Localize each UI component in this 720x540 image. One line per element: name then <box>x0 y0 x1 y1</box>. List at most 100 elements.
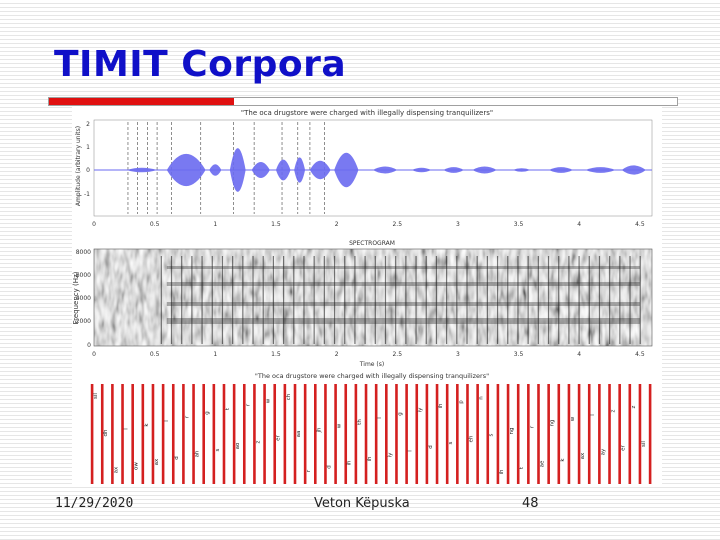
phone-label: th <box>357 419 363 425</box>
spectrogram-striation <box>578 256 580 344</box>
spectrogram-striation <box>323 256 325 344</box>
phone-label: ih <box>347 460 353 466</box>
phone-label: w <box>266 398 272 403</box>
phone-boundary-bar <box>486 384 490 484</box>
spectrogram-striation <box>242 256 244 344</box>
phone-label: l <box>408 450 414 452</box>
spectrogram-ylabel: Frequency (Hz) <box>72 271 80 324</box>
spectrogram-striation <box>211 256 213 344</box>
timit-figure: "The oca drugstore were charged with ill… <box>72 106 662 486</box>
phone-boundary-bar <box>314 384 317 484</box>
spectrogram-striation <box>588 256 590 344</box>
phone-boundary-bar <box>364 384 368 484</box>
slide-title: TIMIT Corpora <box>54 44 347 85</box>
spectrogram-striation <box>507 256 509 344</box>
phone-boundary-bar <box>395 384 398 484</box>
waveform-xtick-label: 3.5 <box>514 221 524 228</box>
phone-label: ng <box>509 428 515 435</box>
spectrogram-ytick-label: 4000 <box>76 295 91 302</box>
waveform-caption: "The oca drugstore were charged with ill… <box>241 109 493 117</box>
phone-label: p <box>458 400 464 404</box>
spectrogram-title: SPECTROGRAM <box>349 240 395 247</box>
phone-boundary-bar <box>344 384 348 484</box>
phone-label: iy <box>387 452 393 458</box>
spectrogram-striation <box>282 256 285 344</box>
spectrogram-striation <box>568 256 570 344</box>
title-underline-accent <box>49 98 234 105</box>
spectrogram-ytick-label: 8000 <box>76 249 91 256</box>
spectrogram-striation <box>272 256 275 344</box>
waveform-xtick-label: 0.5 <box>150 221 160 228</box>
phone-boundary-bar <box>638 384 642 484</box>
phone-label: ow <box>134 462 140 470</box>
footer-author: Veton Këpuska <box>314 496 410 511</box>
phone-label: ay <box>600 448 606 455</box>
spectrogram-striation <box>456 256 458 344</box>
spectrogram-formant-band <box>166 318 640 324</box>
spectrogram-formant-band <box>166 302 640 306</box>
spectrogram-striation <box>374 256 376 344</box>
spectrogram-frame <box>93 248 653 347</box>
phone-boundary-bar <box>293 384 297 484</box>
phone-label: eh <box>468 435 474 442</box>
phone-boundary-bar <box>628 384 632 484</box>
phone-label: g <box>205 411 211 415</box>
spectrogram-striation <box>405 256 407 344</box>
phone-boundary-bar <box>405 384 408 484</box>
phone-boundary-bar <box>283 384 287 484</box>
phone-label: ax <box>580 452 586 459</box>
spectrogram-striation <box>466 256 468 344</box>
phone-boundary-bar <box>182 384 185 484</box>
waveform-xtick-label: 0 <box>92 221 96 228</box>
phone-boundary-bar <box>192 384 195 484</box>
phone-boundary-bar <box>587 384 591 484</box>
spectrogram-striation <box>170 256 173 344</box>
spectrogram-striation <box>191 256 193 344</box>
phone-boundary-bar <box>100 384 104 484</box>
spectrogram-formant-band <box>166 282 640 286</box>
phone-boundary-bar <box>577 384 581 484</box>
title-underline-bar <box>48 97 678 106</box>
spectrogram-striation <box>201 256 203 344</box>
phone-label: d <box>174 456 180 460</box>
waveform-ytick-label: 2 <box>86 121 90 128</box>
spectrogram-striation <box>517 256 519 344</box>
spectrogram-striation <box>415 256 417 344</box>
spectrogram-striation <box>598 256 601 344</box>
phone-label: ih <box>438 403 444 409</box>
waveform-xticks: 0 0.5 1 1.5 2 2.5 3 3.5 4 4.5 <box>92 221 645 228</box>
spectrogram-striation <box>181 256 183 344</box>
phone-label: k <box>144 423 150 427</box>
phone-label: k <box>560 458 566 462</box>
phone-label: aa <box>296 431 302 438</box>
phone-boundary-bar <box>151 384 155 484</box>
phone-boundary-bar <box>445 384 449 484</box>
spectrogram-striation <box>333 256 336 344</box>
phone-label: ae <box>539 460 545 467</box>
phone-label: er <box>621 444 627 450</box>
phone-label: ax <box>113 466 119 473</box>
phone-boundary-bar <box>111 384 114 484</box>
spectrogram-striation <box>558 256 560 344</box>
phone-boundary-bar <box>476 384 479 484</box>
spectrogram-xtick-label: 3 <box>456 351 460 358</box>
spectrogram-striation <box>344 256 346 344</box>
phone-boundary-bar <box>456 384 459 484</box>
spectrogram-striation <box>160 256 162 344</box>
phone-boundary-bar <box>202 384 205 484</box>
phone-label: z <box>255 440 261 443</box>
spectrogram-striation <box>262 256 264 344</box>
spectrogram-xtick-label: 3.5 <box>514 351 524 358</box>
spectrogram-striation <box>476 256 478 344</box>
spectrogram-striation <box>496 256 499 344</box>
spectrogram-striation <box>232 256 234 344</box>
spectrogram-striation <box>293 256 295 344</box>
phone-label: n <box>479 396 485 400</box>
spectrogram-ytick-label: 0 <box>87 342 91 349</box>
timit-figure-svg: "The oca drugstore were charged with ill… <box>72 109 653 484</box>
phone-label: t <box>519 466 525 469</box>
phone-boundary-bar <box>496 384 500 484</box>
spectrogram-striation <box>446 256 448 344</box>
waveform-xtick-label: 2 <box>335 221 339 228</box>
phone-boundary-bar <box>506 384 510 484</box>
